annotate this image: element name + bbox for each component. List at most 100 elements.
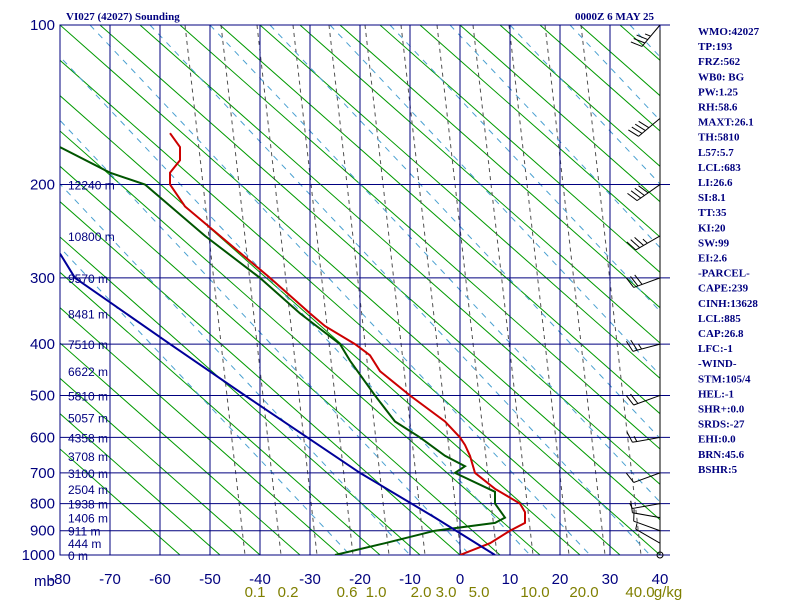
dry-adiabat [60,271,381,555]
index-item: BSHR:5 [698,464,738,476]
moist-adiabat [400,25,462,555]
wind-barb [625,274,661,288]
index-item: STM:105/4 [698,373,751,385]
mixing-ratio-line [89,25,591,555]
dry-adiabat [499,25,660,168]
chart-datetime: 0000Z 6 MAY 25 [575,11,654,23]
dry-adiabat [539,25,660,132]
wind-barb [629,502,661,509]
index-item: TT:35 [698,207,727,219]
moist-adiabat [256,25,318,555]
mixing-ratio-label: 0.6 [337,584,358,600]
pressure-tick-label: 1000 [22,547,55,564]
temperature-tick-label: 20 [552,571,569,588]
index-item: CAPE:239 [698,283,749,295]
altitude-label: 4358 m [68,431,108,445]
moist-adiabat [220,25,282,555]
index-item: SHR+:0.0 [698,404,745,416]
mixing-ratio-label: 5.0 [469,584,490,600]
dry-adiabat [780,25,800,555]
pressure-tick-label: 300 [30,270,55,287]
mixing-ratio-line [750,25,800,555]
index-item: LCL:885 [698,313,741,325]
pressure-tick-label: 600 [30,429,55,446]
index-item: TP:193 [698,41,733,53]
dry-adiabat [740,25,800,555]
moist-adiabat [184,25,246,555]
pressure-tick-label: 500 [30,387,55,404]
index-item: EHI:0.0 [698,434,736,446]
pressure-tick-label: 700 [30,465,55,482]
temperature-tick-label: -10 [399,571,421,588]
moist-adiabat [472,25,534,555]
index-item: WMO:42027 [698,26,760,38]
index-item: HEL:-1 [698,388,734,400]
dry-adiabat [60,165,501,555]
index-item: KI:20 [698,222,726,234]
temperature-tick-label: 10 [502,571,519,588]
series-layer [60,132,526,555]
index-item: WB0: BG [698,71,745,83]
altitude-label: 5810 m [68,389,108,403]
dry-adiabat [139,25,660,486]
altitude-label: 3708 m [68,450,108,464]
y-axis-unit: mb [34,573,55,590]
altitude-label: 9570 m [68,272,108,286]
mixing-ratio-label: 3.0 [436,584,457,600]
temperature-tick-label: 40 [652,571,669,588]
wind-profile [625,24,664,559]
temperature-tick-label: -60 [149,571,171,588]
index-item: MAXT:26.1 [698,117,754,129]
temperature-tick-label: -40 [249,571,271,588]
mixing-ratio-line [449,25,660,249]
moist-adiabat [328,25,390,555]
dry-adiabat [379,25,660,274]
mixing-ratio-label: 0.1 [245,584,266,600]
index-item: RH:58.6 [698,102,738,114]
mixing-ratio-line [509,25,660,185]
index-item: SRDS:-27 [698,419,745,431]
background-lines [60,25,800,555]
pressure-tick-label: 200 [30,177,55,194]
series-parcel [60,253,496,555]
mixing-ratio-label: 2.0 [411,584,432,600]
index-item: CAP:26.8 [698,328,744,340]
dry-adiabat [60,412,221,555]
mixing-ratio-line [60,183,411,555]
dry-adiabat [60,130,541,555]
index-item: CINH:13628 [698,298,758,310]
mixing-ratio-label: g/kg [654,584,682,600]
mixing-ratio-line [60,56,531,555]
index-item: -WIND- [698,358,737,370]
wind-barb [625,393,661,406]
moist-adiabat [580,25,642,555]
index-item: TH:5810 [698,132,740,144]
wind-barb [626,235,661,251]
altitude-label: 0 m [68,549,88,563]
temperature-tick-label: -30 [299,571,321,588]
pressure-tick-label: 900 [30,523,55,540]
mixing-ratio-line [149,25,651,555]
temperature-tick-label: -80 [49,571,71,588]
dry-adiabat [60,342,301,555]
altitude-label: 5057 m [68,411,108,425]
series-dewpoint [60,146,507,555]
stability-indices: WMO:42027 TP:193 FRZ:562 WB0: BG PW:1.25 RH:5… [698,26,760,476]
wind-calm [656,551,664,559]
altitude-label: 6622 m [68,365,108,379]
altitude-label: 1406 m [68,512,108,526]
index-item: SI:8.1 [698,192,726,204]
altitude-label: 911 m [68,525,100,539]
index-item: BRN:45.6 [698,449,745,461]
mixing-ratio-line [389,25,660,312]
wind-barb [628,117,661,137]
mixing-ratio-line [569,25,660,122]
altitude-label: 3100 m [68,467,108,481]
moist-adiabat [508,25,570,555]
index-item: SW:99 [698,237,730,249]
temperature-tick-label: 0 [456,571,464,588]
index-item: FRZ:562 [698,56,741,68]
moist-adiabat [364,25,426,555]
